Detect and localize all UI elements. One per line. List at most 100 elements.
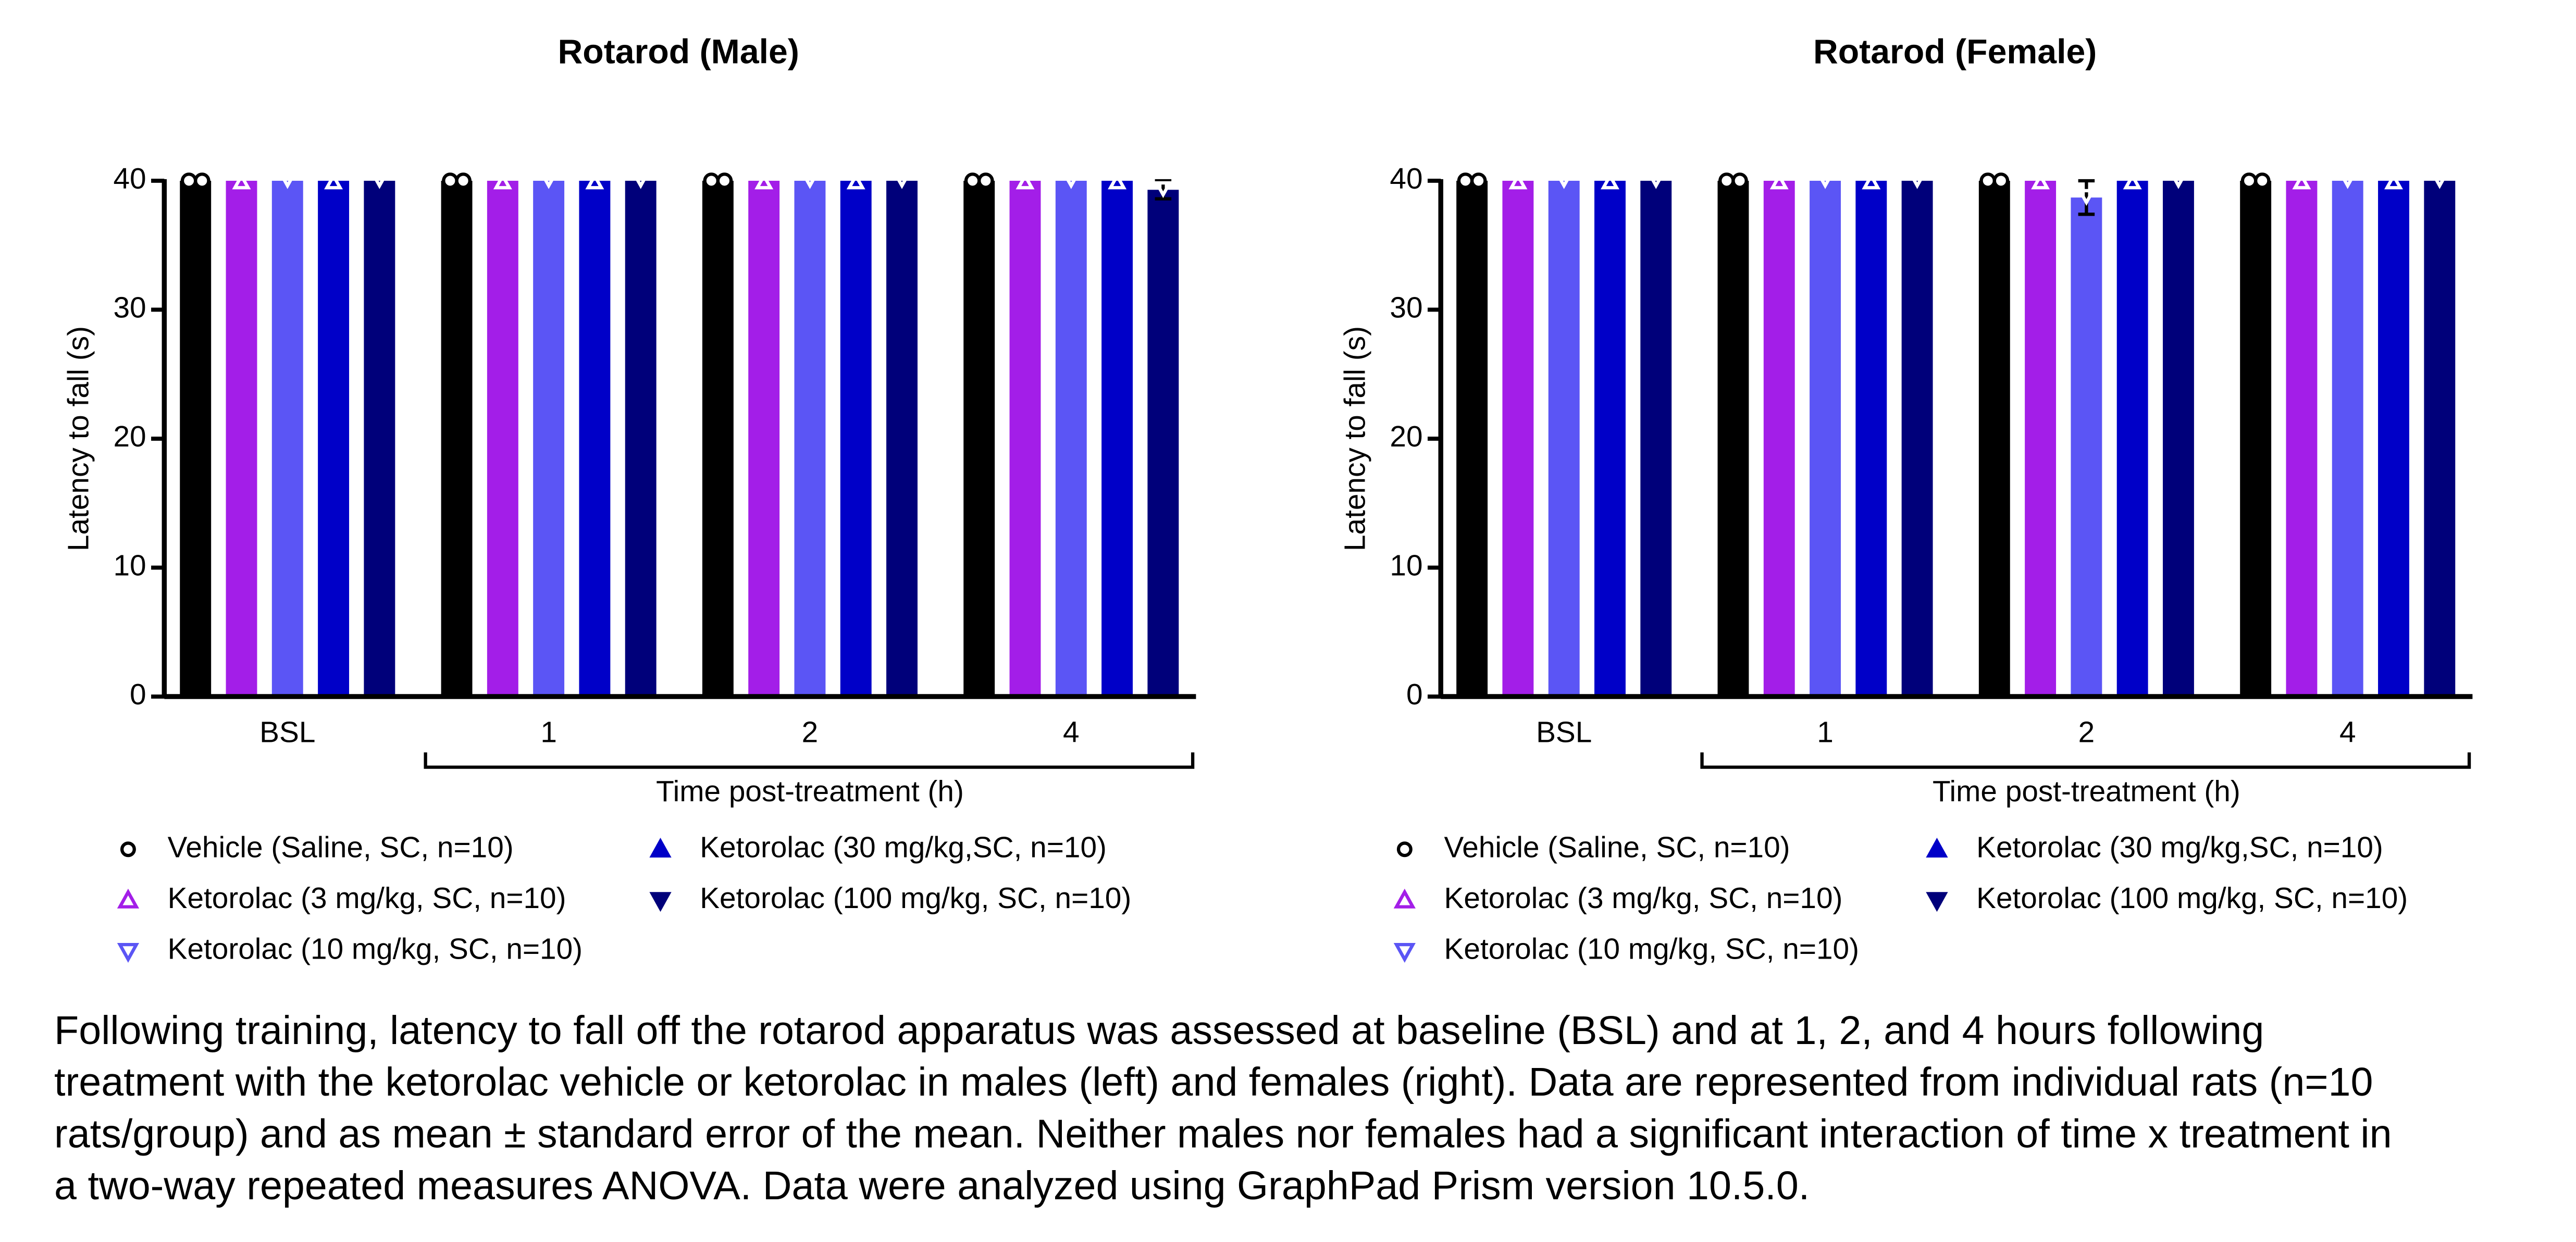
y-tick-label: 20 xyxy=(1390,420,1422,453)
data-point xyxy=(964,172,981,189)
data-point xyxy=(1769,172,1789,190)
bar xyxy=(2378,180,2409,697)
bar xyxy=(2332,180,2363,697)
data-point xyxy=(893,172,912,189)
data-point xyxy=(631,172,650,189)
data-point xyxy=(2031,172,2050,190)
bar xyxy=(1855,180,1887,697)
data-point xyxy=(2384,172,2403,190)
data-point xyxy=(232,172,251,190)
data-point xyxy=(2338,172,2357,189)
bar xyxy=(533,180,565,697)
bar xyxy=(1101,180,1133,697)
bar xyxy=(1717,180,1749,697)
bar xyxy=(1055,180,1087,697)
legend-marker xyxy=(1926,892,1948,912)
caption-line: a two-way repeated measures ANOVA. Data … xyxy=(54,1163,1810,1208)
chart-title: Rotarod (Male) xyxy=(558,33,799,71)
bar xyxy=(625,180,657,697)
bar xyxy=(748,180,780,697)
bar xyxy=(840,180,872,697)
data-point xyxy=(846,172,865,190)
legend-marker xyxy=(1393,888,1416,909)
data-point xyxy=(493,172,512,190)
data-point xyxy=(2430,172,2449,189)
data-point xyxy=(1061,172,1081,189)
x-axis-label: Time post-treatment (h) xyxy=(1933,775,2240,808)
data-point xyxy=(2169,172,2188,189)
x-axis-label: Time post-treatment (h) xyxy=(656,775,964,808)
data-point xyxy=(455,172,472,189)
data-point xyxy=(442,172,459,189)
bar xyxy=(963,180,995,697)
legend-label: Ketorolac (3 mg/kg, SC, n=10) xyxy=(1444,882,1843,915)
bar xyxy=(2025,180,2057,697)
y-tick-label: 40 xyxy=(1390,163,1422,195)
data-point xyxy=(2254,172,2271,189)
x-tick-label: 4 xyxy=(2339,716,2356,749)
data-point xyxy=(1979,172,1996,189)
x-tick-label: 4 xyxy=(1063,716,1080,749)
bar xyxy=(2071,197,2102,697)
y-tick-label: 30 xyxy=(113,291,146,324)
data-point xyxy=(1108,172,1127,190)
legend-marker xyxy=(649,838,672,858)
data-point xyxy=(2292,172,2311,190)
y-axis-label: Latency to fall (s) xyxy=(1339,326,1371,551)
bar xyxy=(2240,180,2272,697)
legend-label: Ketorolac (100 mg/kg, SC, n=10) xyxy=(700,882,1131,915)
caption-line: treatment with the ketorolac vehicle or … xyxy=(54,1060,2373,1104)
y-tick-label: 0 xyxy=(130,678,146,711)
legend-marker xyxy=(1926,838,1948,858)
data-point xyxy=(716,172,733,189)
bar xyxy=(1502,180,1534,697)
data-point xyxy=(585,172,604,190)
caption-line: Following training, latency to fall off … xyxy=(54,1008,2264,1053)
bar xyxy=(1594,180,1626,697)
data-point xyxy=(1718,172,1735,189)
legend-marker xyxy=(649,892,672,912)
caption-line: rats/group) and as mean ± standard error… xyxy=(54,1111,2392,1156)
data-point xyxy=(1908,172,1927,189)
data-point xyxy=(1731,172,1748,189)
data-point xyxy=(800,172,820,189)
bar xyxy=(226,180,257,697)
bar xyxy=(2116,180,2148,697)
bar xyxy=(441,180,473,697)
bar xyxy=(1763,180,1795,697)
y-tick-label: 20 xyxy=(113,420,146,453)
data-point xyxy=(754,172,774,190)
bar xyxy=(1009,180,1041,697)
chart-title: Rotarod (Female) xyxy=(1813,33,2097,71)
bar xyxy=(1978,180,2010,697)
legend-marker xyxy=(1393,942,1416,963)
legend-label: Vehicle (Saline, SC, n=10) xyxy=(1444,831,1790,864)
legend-marker xyxy=(120,841,136,858)
data-point xyxy=(1154,181,1173,198)
legend-label: Ketorolac (10 mg/kg, SC, n=10) xyxy=(168,933,583,966)
data-point xyxy=(2240,172,2258,189)
bar xyxy=(180,180,212,697)
y-tick-label: 40 xyxy=(113,163,146,195)
bar xyxy=(1810,180,1841,697)
data-point xyxy=(1457,172,1474,189)
bar xyxy=(1640,180,1672,697)
bar xyxy=(2286,180,2318,697)
legend-marker xyxy=(117,888,140,909)
data-point xyxy=(1601,172,1619,190)
legend-label: Ketorolac (30 mg/kg,SC, n=10) xyxy=(1976,831,2383,864)
y-axis-label: Latency to fall (s) xyxy=(62,326,95,551)
bar xyxy=(794,180,826,697)
data-point xyxy=(194,172,210,189)
bar xyxy=(1548,180,1580,697)
data-point xyxy=(1508,172,1528,190)
data-point xyxy=(703,172,720,189)
data-point xyxy=(1015,172,1035,190)
data-point xyxy=(1992,172,2010,189)
data-point xyxy=(324,172,343,190)
bar xyxy=(1456,180,1488,697)
bar xyxy=(1147,190,1179,697)
data-point xyxy=(180,172,197,189)
legend-label: Ketorolac (30 mg/kg,SC, n=10) xyxy=(700,831,1107,864)
x-tick-label: 1 xyxy=(540,716,557,749)
